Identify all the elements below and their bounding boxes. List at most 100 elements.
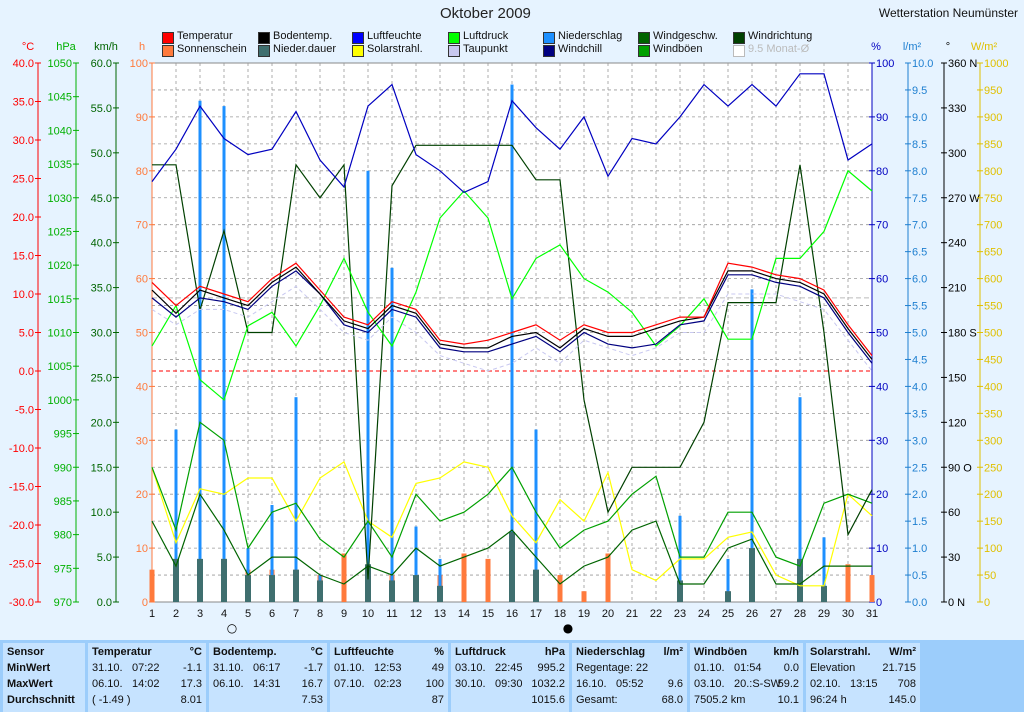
stats-cell: 8.01: [180, 694, 202, 706]
stats-cell: 14:02: [132, 678, 160, 690]
stats-cell: Elevation: [810, 662, 856, 674]
x-tick-label: 22: [650, 608, 662, 620]
stats-row: 01.10. 12:53 49: [334, 662, 444, 678]
wind-tick-label: 45.0: [91, 193, 112, 205]
precip-tick-label: 3.0: [912, 435, 927, 447]
solar-tick-label: 800: [984, 166, 1002, 178]
stats-row: Gesamt: 68.0: [576, 694, 683, 710]
stats-cell: 06:17: [253, 662, 281, 674]
bar-niederschlag: [366, 170, 370, 603]
bar-niederdauer: [677, 580, 683, 602]
stats-cell: Durchschnitt: [7, 694, 75, 706]
solar-tick-label: 300: [984, 435, 1002, 447]
temperature-tick-label: -5.0: [15, 405, 34, 417]
stats-cell: °C: [189, 646, 202, 658]
wind-unit-label: km/h: [94, 41, 118, 53]
temperature-unit-label: °C: [22, 41, 34, 53]
bar-niederschlag: [798, 397, 802, 602]
solar-unit-label: W/m²: [971, 41, 998, 53]
temperature-tick-label: -30.0: [9, 597, 34, 609]
stats-header-row: Solarstrahl. W/m²: [810, 646, 916, 662]
bar-niederschlag: [390, 267, 394, 602]
stats-cell: 12:53: [374, 662, 402, 674]
bar-niederdauer: [365, 564, 371, 602]
stats-row: 16.10. 05:52 9.6: [576, 678, 683, 694]
stats-cell: 145.0: [888, 694, 916, 706]
moon-phase-marker: ●: [563, 621, 573, 635]
stats-header-row: Luftfeuchte%: [334, 646, 444, 662]
temperature-tick-label: 25.0: [13, 174, 34, 186]
wind-tick-label: 5.0: [97, 552, 112, 564]
stats-cell: Sensor: [7, 646, 45, 658]
stats-cell: Gesamt:: [576, 694, 618, 706]
precip-tick-label: 2.5: [912, 462, 927, 474]
bar-niederdauer: [245, 575, 251, 602]
solar-tick-label: 750: [984, 193, 1002, 205]
bar-niederdauer: [269, 575, 275, 602]
pressure-unit-label: hPa: [56, 41, 76, 53]
stats-row: 7505.2 km 10.1: [694, 694, 799, 710]
precip-tick-label: 6.5: [912, 247, 927, 259]
stats-header-row: Sensor: [7, 646, 81, 662]
bar-sonnenschein: [149, 569, 155, 602]
temperature-tick-label: 15.0: [13, 251, 34, 263]
bar-niederschlag: [822, 537, 826, 602]
solar-tick-label: 900: [984, 112, 1002, 124]
sunshine-tick-label: 20: [136, 489, 148, 501]
legend-label: Windrichtung: [748, 30, 813, 42]
legend-label: Luftfeuchte: [367, 30, 422, 42]
x-tick-label: 20: [602, 608, 614, 620]
pressure-tick-label: 975: [54, 563, 72, 575]
sunshine-tick-label: 100: [130, 58, 148, 70]
wind-tick-label: 50.0: [91, 148, 112, 160]
solar-tick-label: 450: [984, 354, 1002, 366]
stats-row: MaxWert: [7, 678, 81, 694]
bar-niederschlag: [750, 289, 754, 602]
x-tick-label: 27: [770, 608, 782, 620]
bar-niederdauer: [317, 580, 323, 602]
stats-cell: 14:31: [253, 678, 281, 690]
x-tick-label: 17: [530, 608, 542, 620]
sunshine-tick-label: 40: [136, 381, 148, 393]
bar-niederdauer: [749, 548, 755, 602]
stats-cell: 68.0: [661, 694, 683, 706]
moon-phase-marker: ○: [227, 621, 237, 635]
stats-cell: hPa: [544, 646, 565, 658]
stats-cell: %: [434, 646, 444, 658]
stats-cell: MaxWert: [7, 678, 53, 690]
stats-cell: W/m²: [889, 646, 916, 658]
solar-tick-label: 50: [984, 570, 996, 582]
stats-cell: Windböen: [694, 646, 748, 658]
direction-tick-label: 270 W: [948, 193, 980, 205]
temperature-tick-label: -25.0: [9, 559, 34, 571]
series-line-temperatur: [151, 262, 873, 356]
pressure-tick-label: 1020: [48, 260, 72, 272]
stats-row: ( -1.49 ) 8.01: [92, 694, 202, 710]
solar-tick-label: 200: [984, 489, 1002, 501]
bar-niederdauer: [413, 575, 419, 602]
legend-label: Luftdruck: [463, 30, 509, 42]
legend-swatch: [162, 45, 174, 57]
stats-cell: 59.2: [777, 678, 799, 690]
legend-swatch: [258, 32, 270, 44]
pressure-tick-label: 1040: [48, 125, 72, 137]
x-tick-label: 5: [245, 608, 251, 620]
stats-cell: 995.2: [537, 662, 565, 674]
sunshine-tick-label: 10: [136, 543, 148, 555]
precip-tick-label: 0.5: [912, 570, 927, 582]
pressure-tick-label: 980: [54, 530, 72, 542]
stats-cell: 07:22: [132, 662, 160, 674]
x-tick-label: 13: [434, 608, 446, 620]
precip-tick-label: 7.0: [912, 220, 927, 232]
solar-tick-label: 600: [984, 274, 1002, 286]
stats-row: Regentage: 22: [576, 662, 683, 678]
stats-panel: Bodentemp. °C 31.10. 06:17 -1.7 06.10. 14:31 16…: [209, 643, 327, 712]
wind-tick-label: 20.0: [91, 417, 112, 429]
direction-unit-label: °: [946, 41, 950, 53]
statistics-table: Sensor MinWert MaxWert Durchschnitt Temperat…: [0, 640, 1024, 712]
solar-tick-label: 850: [984, 139, 1002, 151]
bar-sonnenschein: [485, 558, 491, 602]
precip-tick-label: 8.0: [912, 166, 927, 178]
wind-tick-label: 40.0: [91, 238, 112, 250]
pressure-tick-label: 995: [54, 429, 72, 441]
